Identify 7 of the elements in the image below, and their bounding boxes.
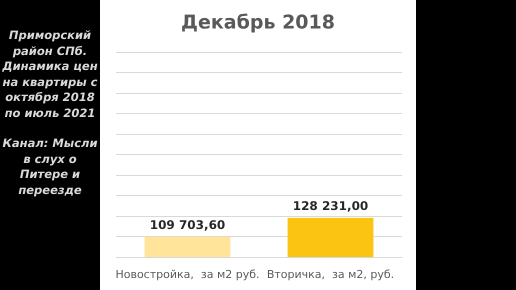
data-label: 128 231,00: [292, 198, 368, 213]
chart-title: Декабрь 2018: [181, 12, 335, 34]
text: Приморский район СПб. Динамика цен на квартиры с октября 2018 по июль 2021: [2, 28, 98, 121]
text: Канал: Мысли в слух о Питере и переезде: [2, 136, 98, 198]
x-tick-label: Вторичка, за м2, руб.: [266, 268, 394, 281]
data-label: 109 703,60: [150, 218, 226, 232]
x-tick-label: Новостройка, за м2 руб.: [115, 268, 260, 281]
